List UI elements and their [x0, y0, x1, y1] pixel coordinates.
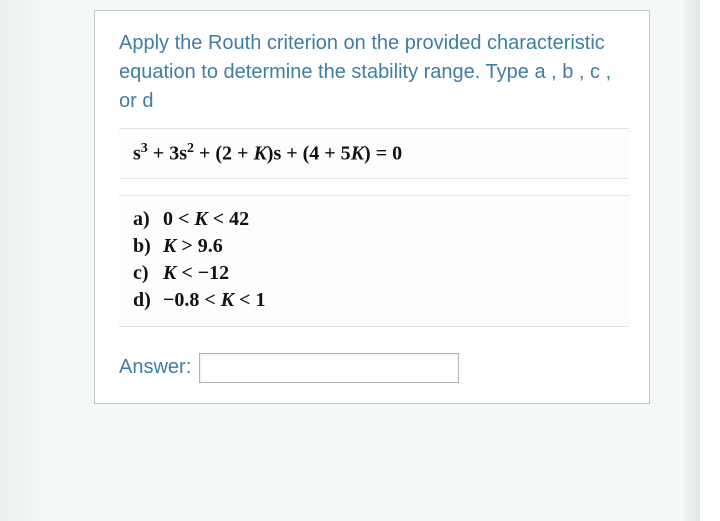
page: Apply the Routh criterion on the provide…: [0, 0, 720, 521]
option-letter: d): [133, 289, 163, 312]
option-letter: c): [133, 262, 163, 285]
answer-label: Answer:: [119, 356, 191, 379]
option-text: −0.8 < K < 1: [163, 289, 266, 312]
question-card: Apply the Routh criterion on the provide…: [94, 10, 650, 404]
binding-shadow-left: [0, 0, 48, 521]
option-a: a) 0 < K < 42: [133, 208, 619, 231]
option-text: K < −12: [163, 262, 229, 285]
option-letter: a): [133, 208, 163, 231]
option-letter: b): [133, 235, 163, 258]
answer-row: Answer:: [119, 353, 629, 383]
options-list: a) 0 < K < 42 b) K > 9.6 c) K < −12 d) −…: [119, 195, 629, 327]
question-text: Apply the Routh criterion on the provide…: [119, 29, 629, 116]
option-c: c) K < −12: [133, 262, 619, 285]
option-text: 0 < K < 42: [163, 208, 249, 231]
answer-input[interactable]: [199, 353, 459, 383]
characteristic-equation: s3 + 3s2 + (2 + K)s + (4 + 5K) = 0: [119, 128, 629, 179]
page-edge-right: [700, 0, 720, 521]
option-b: b) K > 9.6: [133, 235, 619, 258]
option-text: K > 9.6: [163, 235, 223, 258]
option-d: d) −0.8 < K < 1: [133, 289, 619, 312]
binding-shadow-right: [684, 0, 700, 521]
